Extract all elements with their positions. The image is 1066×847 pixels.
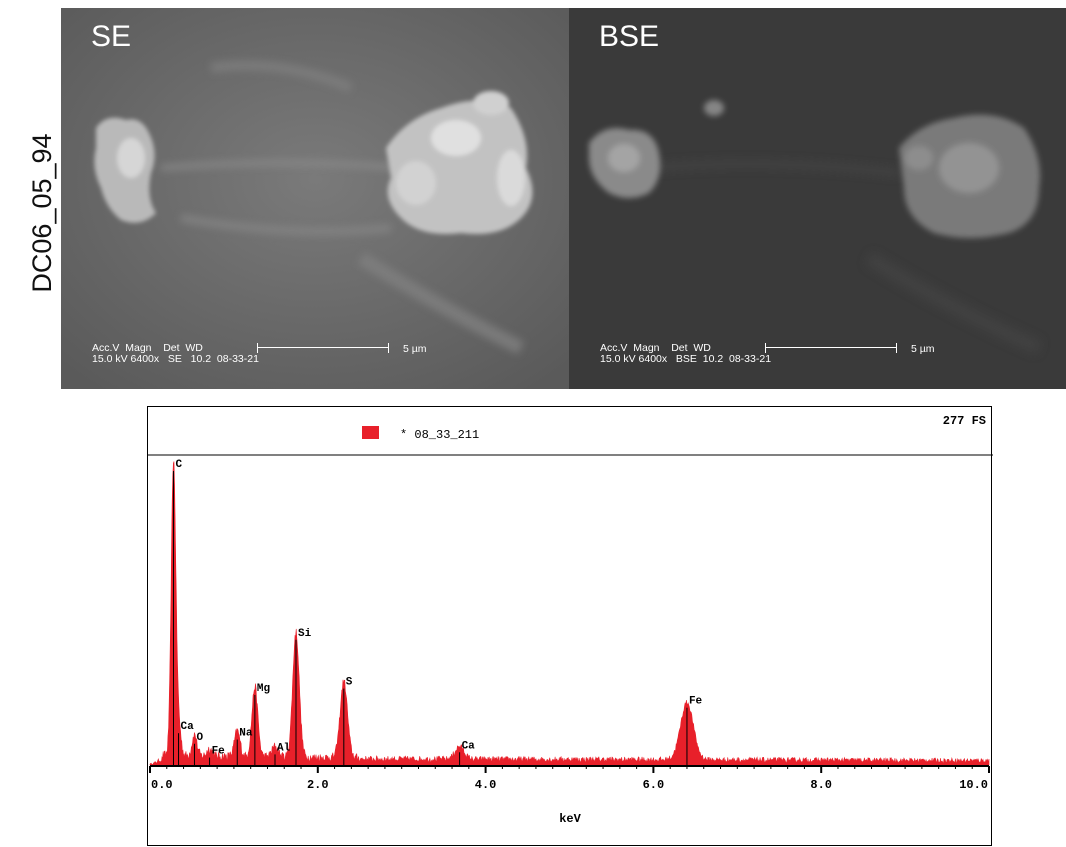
peak-label: Ca bbox=[181, 721, 195, 733]
peak-label: C bbox=[175, 459, 182, 471]
x-axis-label: keV bbox=[559, 812, 581, 826]
bse-panel-label: BSE bbox=[599, 20, 660, 53]
legend-label: * 08_33_211 bbox=[400, 428, 479, 442]
x-tick-label: 0.0 bbox=[151, 778, 173, 792]
bse-image bbox=[569, 8, 1066, 389]
x-tick-label: 2.0 bbox=[307, 778, 329, 792]
legend-swatch bbox=[362, 426, 379, 439]
x-tick-label: 10.0 bbox=[959, 778, 988, 792]
spectrum-series bbox=[149, 461, 990, 766]
peak-label: Si bbox=[298, 628, 312, 640]
bse-scale-text: 5 µm bbox=[911, 343, 935, 355]
eds-spectrum-chart: * 08_33_211 277 FS keV 0.0 2.0 4.0 6.0 8.0 10… bbox=[147, 406, 993, 846]
bse-micrograph: BSE Acc.V Magn Det WD 15.0 kV 6400x BSE … bbox=[569, 8, 1066, 389]
peak-label: Mg bbox=[257, 683, 270, 695]
peak-label: Ca bbox=[462, 740, 476, 752]
full-scale-label: 277 FS bbox=[943, 414, 986, 428]
se-metadata: Acc.V Magn Det WD 15.0 kV 6400x SE 10.2 … bbox=[92, 343, 259, 365]
peak-label: Fe bbox=[212, 746, 226, 758]
peak-label: O bbox=[196, 732, 203, 744]
se-scale-bar bbox=[257, 343, 389, 353]
bse-scale-bar bbox=[765, 343, 897, 353]
bse-meta-header: Acc.V Magn Det WD bbox=[600, 342, 711, 354]
x-tick-label: 6.0 bbox=[643, 778, 665, 792]
se-micrograph: SE Acc.V Magn Det WD 15.0 kV 6400x SE 10… bbox=[61, 8, 569, 389]
bse-metadata: Acc.V Magn Det WD 15.0 kV 6400x BSE 10.2… bbox=[600, 343, 771, 365]
se-meta-header: Acc.V Magn Det WD bbox=[92, 342, 203, 354]
bse-meta-values: 15.0 kV 6400x BSE 10.2 08-33-21 bbox=[600, 353, 772, 365]
eds-spectrum-svg: * 08_33_211 277 FS keV 0.0 2.0 4.0 6.0 8.0 10… bbox=[148, 414, 993, 826]
se-image bbox=[61, 8, 569, 389]
se-scale-text: 5 µm bbox=[403, 343, 427, 355]
x-tick-label: 4.0 bbox=[475, 778, 497, 792]
sample-id-label: DC06_05_94 bbox=[27, 133, 57, 293]
se-panel-label: SE bbox=[91, 20, 132, 53]
x-tick-label: 8.0 bbox=[810, 778, 832, 792]
peak-label: Al bbox=[277, 742, 291, 754]
peak-label: S bbox=[346, 677, 353, 689]
peak-label: Na bbox=[239, 728, 253, 740]
se-meta-values: 15.0 kV 6400x SE 10.2 08-33-21 bbox=[92, 353, 259, 365]
peak-label: Fe bbox=[689, 696, 703, 708]
